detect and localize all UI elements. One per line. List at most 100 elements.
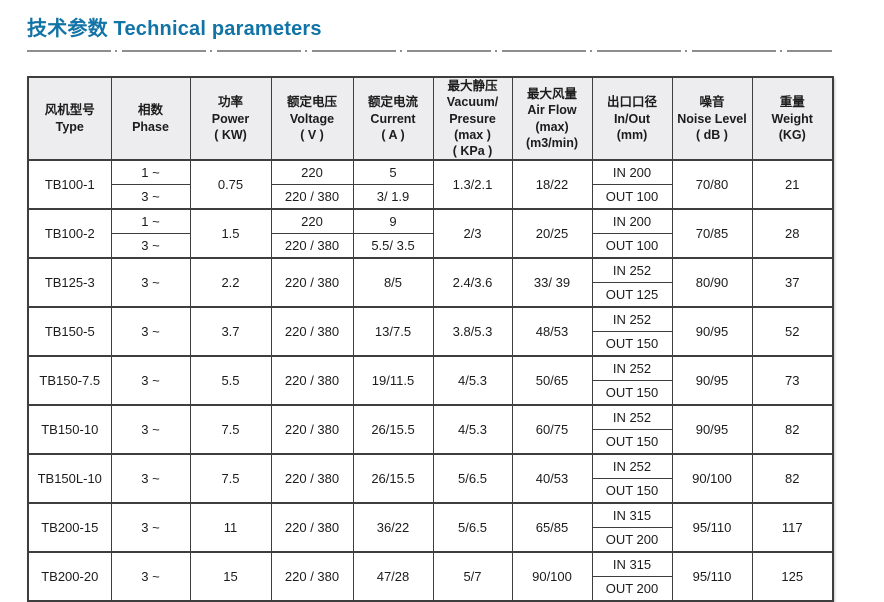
cell-in-port: IN 200 xyxy=(591,208,673,235)
cell-phase: 3 ~ xyxy=(110,257,191,308)
cell-out-port: OUT 200 xyxy=(591,576,673,602)
cell-current: 47/28 xyxy=(352,551,434,602)
cell-current: 3/ 1.9 xyxy=(352,184,434,210)
cell-in-port: IN 252 xyxy=(591,257,673,284)
cell-airflow: 90/100 xyxy=(511,551,593,602)
cell-vacuum: 4/5.3 xyxy=(432,404,513,455)
cell-airflow: 65/85 xyxy=(511,502,593,553)
cell-current: 9 xyxy=(352,208,434,235)
cell-power: 5.5 xyxy=(189,355,272,406)
cell-power: 3.7 xyxy=(189,306,272,357)
cell-noise: 70/85 xyxy=(671,208,753,259)
cell-voltage: 220 / 380 xyxy=(270,184,354,210)
header-voltage: 额定电压 Voltage ( V ) xyxy=(270,76,354,162)
cell-power: 7.5 xyxy=(189,404,272,455)
cell-noise: 90/100 xyxy=(671,453,753,504)
table-row: TB100-1 1 ~ 0.75 220 5 1.3/2.1 18/22 IN … xyxy=(27,159,834,210)
cell-type: TB200-20 xyxy=(27,551,112,602)
cell-out-port: OUT 150 xyxy=(591,429,673,455)
cell-out-port: OUT 150 xyxy=(591,380,673,406)
cell-noise: 70/80 xyxy=(671,159,753,210)
cell-voltage: 220 / 380 xyxy=(270,355,354,406)
table-row: TB125-3 3 ~ 2.2 220 / 380 8/5 2.4/3.6 33… xyxy=(27,257,834,308)
cell-weight: 117 xyxy=(751,502,834,553)
cell-vacuum: 1.3/2.1 xyxy=(432,159,513,210)
cell-current: 26/15.5 xyxy=(352,453,434,504)
header-current: 额定电流 Current ( A ) xyxy=(352,76,434,162)
cell-noise: 95/110 xyxy=(671,502,753,553)
cell-noise: 90/95 xyxy=(671,355,753,406)
cell-type: TB100-1 xyxy=(27,159,112,210)
cell-voltage: 220 / 380 xyxy=(270,306,354,357)
cell-weight: 37 xyxy=(751,257,834,308)
cell-power: 2.2 xyxy=(189,257,272,308)
cell-phase: 3 ~ xyxy=(110,233,191,259)
cell-voltage: 220 / 380 xyxy=(270,404,354,455)
page-title: 技术参数 Technical parameters xyxy=(27,18,322,40)
cell-voltage: 220 xyxy=(270,208,354,235)
cell-weight: 73 xyxy=(751,355,834,406)
cell-weight: 21 xyxy=(751,159,834,210)
cell-phase: 3 ~ xyxy=(110,453,191,504)
table-row: TB100-2 1 ~ 1.5 220 9 2/3 20/25 IN 200 7… xyxy=(27,208,834,259)
cell-current: 19/11.5 xyxy=(352,355,434,406)
header-vacuum: 最大静压 Vacuum/ Presure (max ) ( KPa ) xyxy=(432,76,513,162)
cell-noise: 80/90 xyxy=(671,257,753,308)
table-row: TB200-15 3 ~ 11 220 / 380 36/22 5/6.5 65… xyxy=(27,502,834,553)
cell-weight: 82 xyxy=(751,404,834,455)
cell-weight: 82 xyxy=(751,453,834,504)
cell-airflow: 20/25 xyxy=(511,208,593,259)
cell-out-port: OUT 100 xyxy=(591,184,673,210)
cell-phase: 3 ~ xyxy=(110,306,191,357)
cell-weight: 52 xyxy=(751,306,834,357)
cell-vacuum: 3.8/5.3 xyxy=(432,306,513,357)
cell-current: 13/7.5 xyxy=(352,306,434,357)
table-row: TB150-7.5 3 ~ 5.5 220 / 380 19/11.5 4/5.… xyxy=(27,355,834,406)
cell-phase: 1 ~ xyxy=(110,208,191,235)
header-noise: 噪音 Noise Level ( dB ) xyxy=(671,76,753,162)
cell-type: TB150L-10 xyxy=(27,453,112,504)
cell-phase: 3 ~ xyxy=(110,404,191,455)
cell-current: 26/15.5 xyxy=(352,404,434,455)
table-row: TB150L-10 3 ~ 7.5 220 / 380 26/15.5 5/6.… xyxy=(27,453,834,504)
cell-power: 11 xyxy=(189,502,272,553)
cell-phase: 3 ~ xyxy=(110,184,191,210)
cell-type: TB125-3 xyxy=(27,257,112,308)
cell-type: TB150-7.5 xyxy=(27,355,112,406)
cell-current: 36/22 xyxy=(352,502,434,553)
cell-power: 1.5 xyxy=(189,208,272,259)
cell-in-port: IN 200 xyxy=(591,159,673,186)
cell-voltage: 220 / 380 xyxy=(270,233,354,259)
cell-current: 5 xyxy=(352,159,434,186)
cell-type: TB200-15 xyxy=(27,502,112,553)
cell-airflow: 48/53 xyxy=(511,306,593,357)
cell-phase: 3 ~ xyxy=(110,355,191,406)
header-phase: 相数 Phase xyxy=(110,76,191,162)
cell-out-port: OUT 100 xyxy=(591,233,673,259)
header-weight: 重量 Weight (KG) xyxy=(751,76,834,162)
cell-voltage: 220 / 380 xyxy=(270,453,354,504)
cell-phase: 3 ~ xyxy=(110,502,191,553)
cell-power: 7.5 xyxy=(189,453,272,504)
cell-voltage: 220 / 380 xyxy=(270,551,354,602)
cell-in-port: IN 252 xyxy=(591,306,673,333)
cell-airflow: 40/53 xyxy=(511,453,593,504)
cell-voltage: 220 / 380 xyxy=(270,257,354,308)
cell-airflow: 50/65 xyxy=(511,355,593,406)
cell-power: 15 xyxy=(189,551,272,602)
cell-airflow: 18/22 xyxy=(511,159,593,210)
cell-vacuum: 5/7 xyxy=(432,551,513,602)
cell-vacuum: 5/6.5 xyxy=(432,453,513,504)
cell-out-port: OUT 150 xyxy=(591,478,673,504)
table-row: TB150-10 3 ~ 7.5 220 / 380 26/15.5 4/5.3… xyxy=(27,404,834,455)
cell-current: 5.5/ 3.5 xyxy=(352,233,434,259)
cell-current: 8/5 xyxy=(352,257,434,308)
page: 技术参数 Technical parameters 风机型号 Type 相数 P… xyxy=(27,18,834,602)
cell-in-port: IN 315 xyxy=(591,551,673,578)
cell-in-port: IN 252 xyxy=(591,404,673,431)
cell-power: 0.75 xyxy=(189,159,272,210)
header-type: 风机型号 Type xyxy=(27,76,112,162)
header-power: 功率 Power ( KW) xyxy=(189,76,272,162)
cell-weight: 28 xyxy=(751,208,834,259)
cell-vacuum: 4/5.3 xyxy=(432,355,513,406)
